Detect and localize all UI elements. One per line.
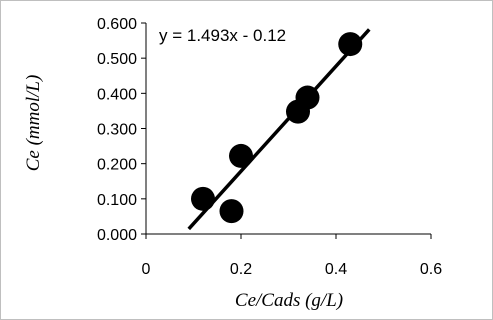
data-point	[295, 85, 320, 110]
data-points	[191, 32, 363, 224]
data-point	[338, 32, 363, 57]
y-tick-label: 0.300	[97, 122, 137, 139]
x-axis-title: Ce/Cads (g/L)	[235, 290, 343, 311]
y-axis-title: Ce (mmol/L)	[23, 75, 44, 172]
y-tick-label: 0.100	[97, 192, 137, 209]
y-tick-label: 0.400	[97, 86, 137, 103]
x-ticks: 0 0.2 0.4 0.6	[142, 234, 442, 278]
x-tick-label: 0.2	[230, 261, 252, 278]
trendline-layer	[187, 28, 371, 231]
y-tick-label: 0.500	[97, 51, 137, 68]
y-tick-label: 0.000	[97, 227, 137, 244]
x-tick-label: 0.4	[325, 261, 347, 278]
data-point	[219, 199, 244, 224]
trendline-equation: y = 1.493x - 0.12	[159, 26, 286, 45]
data-point	[229, 143, 253, 168]
y-tick-label: 0.600	[97, 16, 137, 33]
y-ticks: 0.000 0.100 0.200 0.300 0.400 0.500 0.600	[97, 16, 146, 244]
x-tick-label: 0	[142, 261, 151, 278]
data-point	[191, 186, 215, 211]
y-tick-label: 0.200	[97, 157, 137, 174]
trendline	[187, 28, 371, 231]
axes	[145, 23, 431, 235]
x-tick-label: 0.6	[420, 261, 442, 278]
